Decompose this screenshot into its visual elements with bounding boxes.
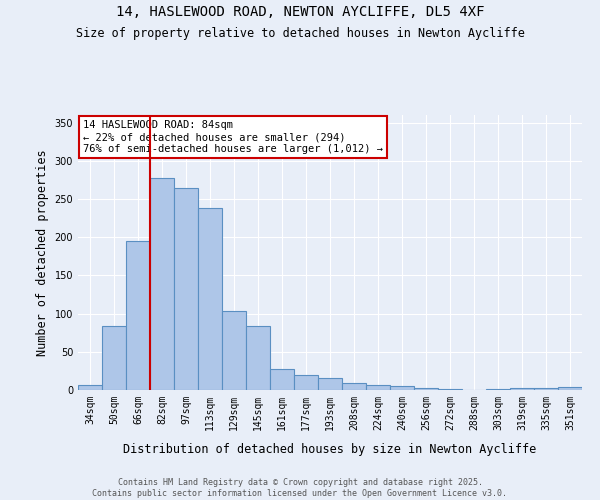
Bar (510, 388, 534, 390)
Bar (126, 241, 150, 390)
Bar (198, 208, 222, 390)
Bar (486, 389, 510, 390)
Bar (390, 386, 414, 390)
Bar (294, 376, 318, 390)
Bar (558, 387, 582, 390)
Text: Contains HM Land Registry data © Crown copyright and database right 2025.
Contai: Contains HM Land Registry data © Crown c… (92, 478, 508, 498)
Bar (270, 370, 294, 390)
Bar (222, 310, 246, 390)
Bar (366, 384, 390, 390)
Bar (414, 388, 438, 390)
Bar (318, 378, 342, 390)
Bar (102, 326, 126, 390)
Text: Size of property relative to detached houses in Newton Aycliffe: Size of property relative to detached ho… (76, 28, 524, 40)
Bar (150, 178, 174, 390)
Text: Distribution of detached houses by size in Newton Aycliffe: Distribution of detached houses by size … (124, 442, 536, 456)
Y-axis label: Number of detached properties: Number of detached properties (36, 149, 49, 356)
Text: 14 HASLEWOOD ROAD: 84sqm
← 22% of detached houses are smaller (294)
76% of semi-: 14 HASLEWOOD ROAD: 84sqm ← 22% of detach… (83, 120, 383, 154)
Bar (174, 188, 198, 390)
Bar (342, 383, 366, 390)
Text: 14, HASLEWOOD ROAD, NEWTON AYCLIFFE, DL5 4XF: 14, HASLEWOOD ROAD, NEWTON AYCLIFFE, DL5… (116, 5, 484, 19)
Bar (246, 326, 270, 390)
Bar (534, 388, 558, 390)
Bar (78, 386, 102, 390)
Bar (438, 389, 462, 390)
